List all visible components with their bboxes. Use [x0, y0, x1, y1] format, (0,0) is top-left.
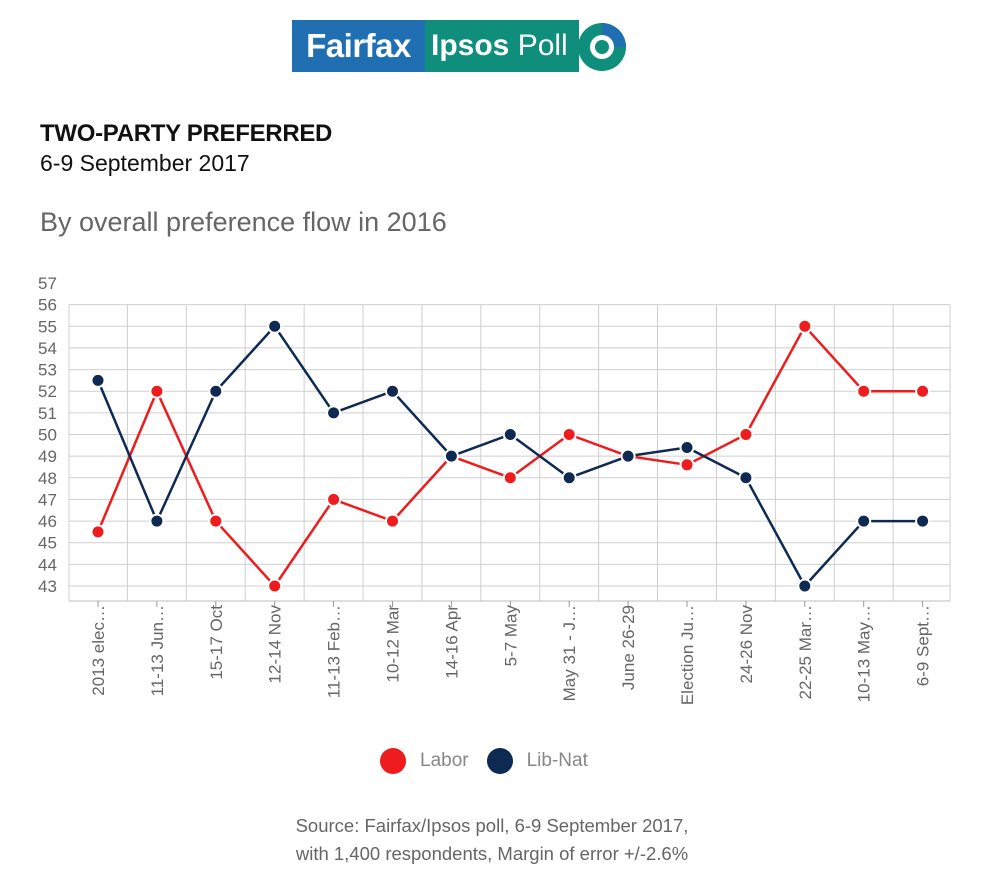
y-tick-label: 44 — [38, 555, 57, 574]
data-point-lib-nat — [208, 383, 224, 399]
x-tick-label: 11-13 Feb… — [325, 605, 344, 698]
logo-ipsos-text: Ipsos — [431, 29, 510, 62]
x-tick-label: 11-13 Jun… — [148, 605, 167, 696]
data-point-labor — [385, 513, 400, 529]
legend-label-lib-nat: Lib-Nat — [526, 750, 588, 771]
logo-ring-icon — [578, 23, 626, 71]
x-tick-label: 5-7 May — [501, 605, 520, 667]
y-tick-label: 43 — [38, 577, 57, 596]
data-point-lib-nat — [90, 372, 106, 388]
chart-legend: Labor Lib-Nat — [380, 747, 588, 775]
data-point-lib-nat — [267, 318, 283, 334]
legend-item-labor[interactable]: Labor — [380, 748, 469, 774]
y-tick-label: 51 — [38, 404, 57, 423]
chart-description: By overall preference flow in 2016 — [40, 207, 447, 237]
source-line-2: with 1,400 respondents, Margin of error … — [295, 843, 689, 864]
data-point-labor — [856, 383, 872, 399]
data-point-labor — [326, 491, 342, 507]
x-tick-label: 6-9 Sept… — [914, 605, 933, 686]
x-tick-label: 10-13 May… — [855, 605, 874, 702]
x-tick-label: June 26-29 — [619, 605, 638, 690]
data-point-labor — [208, 513, 224, 529]
data-point-lib-nat — [326, 405, 342, 421]
x-tick-label: 14-16 Apr — [442, 605, 461, 679]
source-line-1: Source: Fairfax/Ipsos poll, 6-9 Septembe… — [295, 815, 689, 836]
data-point-lib-nat — [561, 470, 577, 486]
data-point-labor — [561, 427, 577, 442]
y-tick-label: 54 — [38, 339, 57, 358]
y-tick-label: 53 — [38, 361, 57, 380]
data-point-labor — [502, 470, 518, 486]
x-tick-label: 10-12 Mar — [384, 605, 403, 683]
legend-dot-labor — [380, 748, 406, 774]
data-point-labor — [267, 578, 283, 594]
data-point-lib-nat — [443, 448, 459, 464]
data-point-lib-nat — [915, 513, 931, 529]
y-tick-label: 49 — [38, 447, 57, 466]
chart-title: TWO-PARTY PREFERRED — [40, 120, 333, 147]
x-tick-label: May 31 - J… — [560, 605, 579, 701]
fairfax-ipsos-logo: Fairfax Ipsos Poll — [292, 20, 632, 74]
x-tick-label: 12-14 Nov — [266, 605, 285, 684]
logo-poll-text: Poll — [509, 29, 568, 62]
data-point-lib-nat — [620, 448, 636, 464]
data-point-labor — [915, 383, 931, 399]
logo-fairfax-text: Fairfax — [292, 20, 425, 72]
x-tick-label: 24-26 Nov — [737, 605, 756, 684]
data-point-labor — [738, 427, 754, 442]
two-party-preferred-line-chart: 43 44 45 46 47 48 49 50 51 52 53 54 55 56 57 2013 elec…… — [38, 274, 951, 705]
chart-subtitle: 6-9 September 2017 — [40, 150, 250, 176]
legend-dot-lib-nat — [486, 748, 513, 774]
legend-item-lib-nat[interactable]: Lib-Nat — [486, 748, 588, 774]
data-point-labor — [679, 457, 695, 473]
y-tick-label: 52 — [38, 382, 57, 401]
data-point-lib-nat — [679, 439, 695, 455]
x-tick-label: Election Ju… — [678, 605, 697, 705]
x-tick-label: 2013 elec… — [89, 605, 108, 696]
y-tick-label: 50 — [38, 426, 57, 445]
data-point-lib-nat — [149, 513, 165, 529]
x-tick-label: 15-17 Oct — [207, 605, 226, 680]
y-tick-label: 48 — [38, 469, 57, 488]
data-point-lib-nat — [385, 383, 400, 399]
x-tick-label: 22-25 Mar… — [796, 605, 815, 699]
source-note: Source: Fairfax/Ipsos poll, 6-9 Septembe… — [0, 812, 984, 868]
data-point-lib-nat — [502, 427, 518, 442]
y-tick-label: 46 — [38, 512, 57, 531]
logo-ipsos-poll-text: Ipsos Poll — [425, 20, 579, 72]
y-tick-label: 47 — [38, 490, 57, 509]
data-point-labor — [149, 383, 165, 399]
y-tick-label: 57 — [38, 274, 57, 293]
data-point-labor — [90, 524, 106, 540]
data-point-lib-nat — [797, 578, 813, 594]
y-tick-label: 45 — [38, 534, 57, 553]
legend-label-labor: Labor — [420, 750, 469, 771]
y-tick-label: 55 — [38, 317, 57, 336]
y-tick-label: 56 — [38, 296, 57, 315]
data-point-lib-nat — [856, 513, 872, 529]
data-point-labor — [797, 318, 813, 334]
data-point-lib-nat — [738, 470, 754, 486]
